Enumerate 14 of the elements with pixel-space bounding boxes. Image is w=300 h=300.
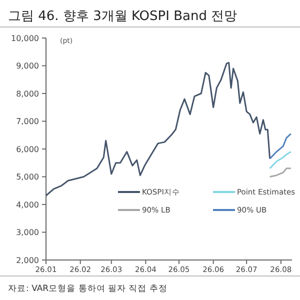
- y-tick-label: 9,000: [16, 62, 39, 71]
- line-series: [269, 168, 292, 178]
- y-tick-label: 5,000: [16, 172, 39, 182]
- y-tick-label: 8,000: [16, 89, 39, 98]
- y-tick-label: 3,000: [16, 228, 39, 238]
- line-series: [269, 151, 292, 170]
- y-tick-label: 10,000: [11, 34, 39, 43]
- chart-title: 그림 46. 향후 3개월 KOSPI Band 전망: [8, 9, 238, 24]
- y-tick-label: 4,000: [16, 200, 39, 210]
- y-tick-label: 2,000: [16, 256, 39, 265]
- y-tick-label: 7,000: [16, 117, 39, 126]
- text: 자료: VAR모형을 통하여 필자 직접 추정: [8, 284, 168, 294]
- y-tick-label: 6,000: [16, 144, 39, 154]
- line-series: [269, 132, 292, 160]
